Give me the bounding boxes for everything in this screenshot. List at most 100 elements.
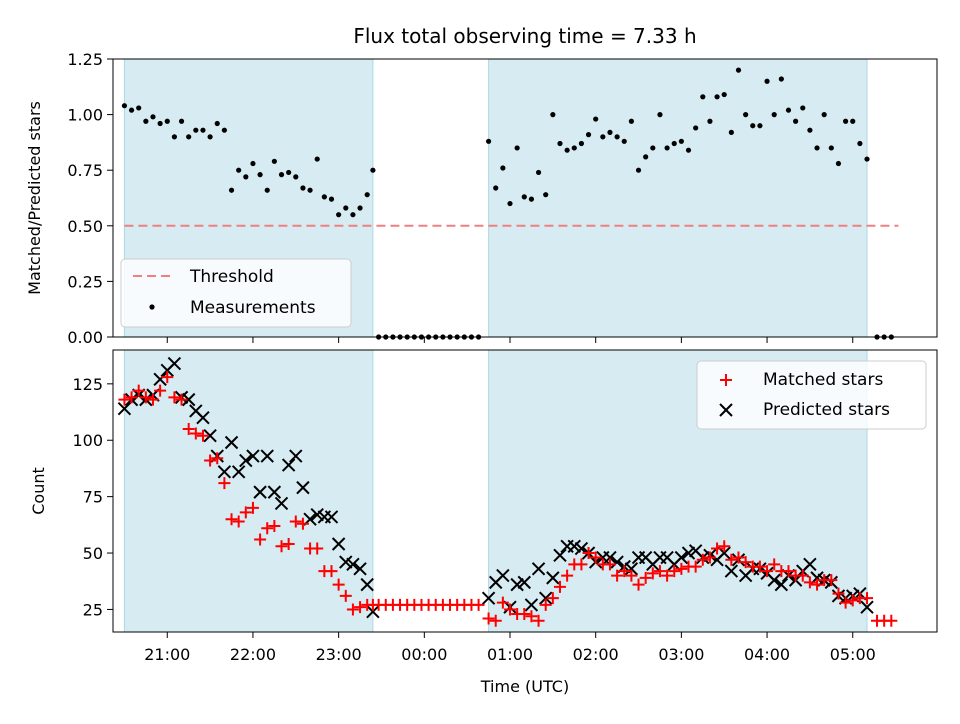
predicted-star-marker <box>153 372 167 387</box>
matched-star-marker <box>332 578 345 591</box>
matched-star-marker <box>589 551 602 564</box>
matched-star-marker <box>782 565 795 578</box>
predicted-star-marker <box>553 548 567 563</box>
matched-star-marker <box>246 501 259 514</box>
matched-star-markers <box>118 371 898 627</box>
measurement-points <box>121 67 894 340</box>
count-y-tick-label: 75 <box>83 488 103 507</box>
measurement-point <box>750 123 756 129</box>
count-legend-box <box>696 360 927 430</box>
predicted-star-marker <box>246 449 260 463</box>
matched-star-marker <box>718 540 731 553</box>
ratio-axes-frame <box>112 58 938 338</box>
measurement-point <box>743 112 749 118</box>
time-x-tick-label: 05:00 <box>830 645 876 664</box>
matched-star-marker <box>546 592 559 605</box>
matched-star-marker <box>132 384 145 397</box>
matched-star-marker <box>668 565 681 578</box>
ratio-legend: Threshold Measurements <box>120 258 352 328</box>
matched-star-marker <box>504 603 517 616</box>
matched-star-marker <box>753 560 766 573</box>
matched-star-marker <box>739 556 752 569</box>
matched-star-marker <box>661 569 674 582</box>
measurement-point <box>828 145 834 151</box>
matched-star-marker <box>325 565 338 578</box>
matched-star-marker <box>811 578 824 591</box>
ratio-axis: 0.00 0.25 0.50 0.75 1.00 1.25 <box>67 50 854 347</box>
ratio-y-axis-label: Matched/Predicted stars <box>25 101 44 295</box>
predicted-star-marker <box>610 555 624 569</box>
measurement-point <box>207 134 213 140</box>
matched-star-marker <box>354 601 367 614</box>
count-axis: 25 50 75 100 125 21:00 22:00 23:00 00:00 01:00 02:… <box>72 375 875 664</box>
matched-star-marker <box>275 540 288 553</box>
matched-star-marker <box>232 515 245 528</box>
measurement-point <box>700 94 706 100</box>
predicted-star-marker <box>360 577 374 592</box>
matched-star-marker <box>732 551 745 564</box>
measurement-point <box>186 134 192 140</box>
matched-star-marker <box>268 519 281 532</box>
matched-star-marker <box>761 565 774 578</box>
matched-star-marker <box>196 429 209 442</box>
measurement-point <box>336 212 342 218</box>
count-y-tick-label: 125 <box>72 375 103 394</box>
time-x-tick-label: 02:00 <box>573 645 619 664</box>
measurement-point <box>821 112 827 118</box>
measurement-point <box>286 169 292 176</box>
matched-star-marker <box>289 515 302 528</box>
measurement-point <box>214 120 220 127</box>
measurement-point <box>485 138 492 144</box>
measurement-point <box>236 167 242 173</box>
predicted-star-markers <box>117 356 874 619</box>
measurement-point <box>314 156 320 162</box>
measurement-point <box>793 118 799 124</box>
matched-star-marker <box>839 596 852 609</box>
predicted-star-marker <box>481 591 496 605</box>
predicted-star-marker <box>253 485 267 499</box>
measurement-point <box>771 112 777 118</box>
predicted-star-marker <box>774 577 789 592</box>
measurement-point <box>514 145 520 151</box>
matched-star-marker <box>346 603 359 616</box>
matched-star-marker <box>646 567 659 580</box>
time-x-tick-label: 23:00 <box>316 645 362 664</box>
measurement-point <box>300 185 306 191</box>
measurement-point <box>328 196 335 202</box>
matched-star-marker <box>518 607 531 620</box>
matched-star-marker <box>489 614 502 627</box>
measurement-point <box>364 192 370 198</box>
count-y-tick-label: 25 <box>83 600 103 619</box>
time-x-axis-label: Time (UTC) <box>480 677 569 696</box>
count-y-tick-label: 100 <box>72 431 103 450</box>
measurement-point <box>657 112 663 118</box>
measurement-point <box>164 118 170 124</box>
measurement-point <box>678 138 684 144</box>
matched-star-marker <box>639 571 652 584</box>
measurement-point <box>850 118 856 124</box>
ratio-y-tick-label: 0.25 <box>67 272 103 291</box>
predicted-star-marker <box>117 401 132 416</box>
measurement-point <box>635 167 642 173</box>
predicted-star-marker <box>674 550 689 565</box>
time-x-tick-label: 21:00 <box>144 645 190 664</box>
predicted-star-marker <box>217 465 232 479</box>
matched-star-marker <box>825 574 838 587</box>
matched-star-marker <box>532 614 545 627</box>
legend-predicted-label: Predicted stars <box>763 400 890 420</box>
measurement-point <box>535 169 542 176</box>
predicted-star-marker <box>546 571 560 585</box>
matched-star-marker <box>561 569 574 582</box>
matched-star-marker <box>861 592 874 605</box>
matched-star-marker <box>846 594 859 607</box>
measurement-point <box>321 194 327 200</box>
measurement-point <box>193 127 199 133</box>
legend-matched-label: Matched stars <box>763 370 883 390</box>
predicted-star-marker <box>524 598 539 612</box>
measurement-point <box>621 138 627 144</box>
predicted-star-marker <box>260 449 274 463</box>
predicted-star-marker <box>603 550 617 565</box>
count-panel: 25 50 75 100 125 21:00 22:00 23:00 00:00 01:00 02:… <box>29 349 938 696</box>
predicted-star-marker <box>231 465 246 479</box>
predicted-star-marker <box>517 575 531 590</box>
